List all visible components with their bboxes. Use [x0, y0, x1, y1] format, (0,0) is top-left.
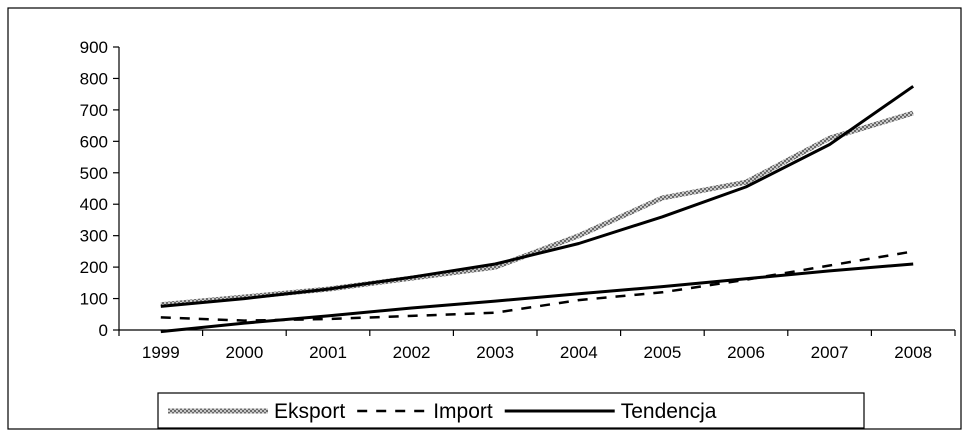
y-tick-label: 900 — [80, 38, 108, 57]
y-tick-label: 100 — [80, 290, 108, 309]
x-tick-label: 2002 — [393, 343, 431, 362]
x-tick-label: 2005 — [643, 343, 681, 362]
legend-label-import: Import — [433, 400, 493, 423]
y-tick-label: 200 — [80, 258, 108, 277]
y-tick-label: 400 — [80, 195, 108, 214]
legend: Eksport Import Tendencja — [157, 392, 865, 429]
y-tick-label: 800 — [80, 69, 108, 88]
legend-box — [157, 392, 865, 429]
x-tick-label: 2007 — [811, 343, 849, 362]
y-tick-label: 700 — [80, 101, 108, 120]
x-tick-label: 1999 — [142, 343, 180, 362]
series-line-import — [160, 250, 914, 322]
x-tick-label: 2004 — [560, 343, 598, 362]
chart-border — [7, 7, 962, 430]
series-line-trend-import — [160, 262, 914, 334]
series-line-tendencja — [160, 85, 915, 308]
x-tick-label: 2006 — [727, 343, 765, 362]
y-tick-label: 0 — [99, 321, 108, 340]
y-tick-label: 600 — [80, 132, 108, 151]
x-tick-label: 2000 — [225, 343, 263, 362]
legend-label-eksport: Eksport — [274, 400, 345, 423]
x-tick-label: 2003 — [476, 343, 514, 362]
x-tick-label: 2001 — [309, 343, 347, 362]
legend-label-tendencja: Tendencja — [621, 400, 717, 423]
x-tick-label: 2008 — [894, 343, 932, 362]
y-tick-label: 500 — [80, 164, 108, 183]
y-tick-label: 300 — [80, 227, 108, 246]
